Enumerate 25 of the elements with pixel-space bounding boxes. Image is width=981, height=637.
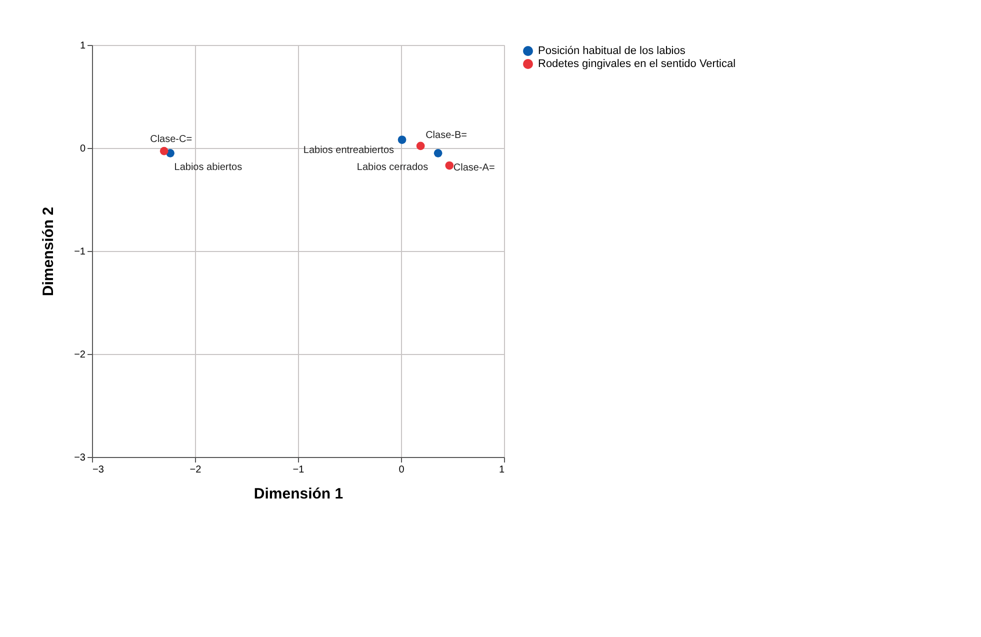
annotation: Labios entreabiertos <box>303 144 394 156</box>
x-tick-label: 0 <box>398 464 405 476</box>
y-tick-label: −2 <box>74 350 86 360</box>
y-axis-title: Dimensión 2 <box>40 206 58 296</box>
x-tick-label: −2 <box>190 464 202 476</box>
annotation: Labios cerrados <box>356 162 428 174</box>
annotation: Clase-B= <box>426 130 468 141</box>
annotation: Clase-A= <box>453 162 495 174</box>
y-tick-label: −1 <box>74 246 86 258</box>
point <box>445 161 454 170</box>
legend-label: Rodetes gingivales en el sentido Vertical <box>538 58 736 70</box>
point <box>416 142 425 150</box>
annotation: Labios abiertos <box>174 162 242 174</box>
y-tick-label: 1 <box>80 40 86 52</box>
annotation: Clase-C= <box>150 134 192 146</box>
y-tick-label: 0 <box>80 144 86 154</box>
y-tick-label: −3 <box>74 452 86 464</box>
x-tick-label: 1 <box>498 464 505 476</box>
point <box>398 136 406 144</box>
point <box>160 146 168 156</box>
x-axis-title: Dimensión 1 <box>254 486 344 502</box>
x-tick-label: −1 <box>292 464 305 476</box>
legend-label: Posición habitual de los labios <box>538 45 686 57</box>
point <box>434 148 442 158</box>
x-tick-label: −3 <box>92 464 104 476</box>
